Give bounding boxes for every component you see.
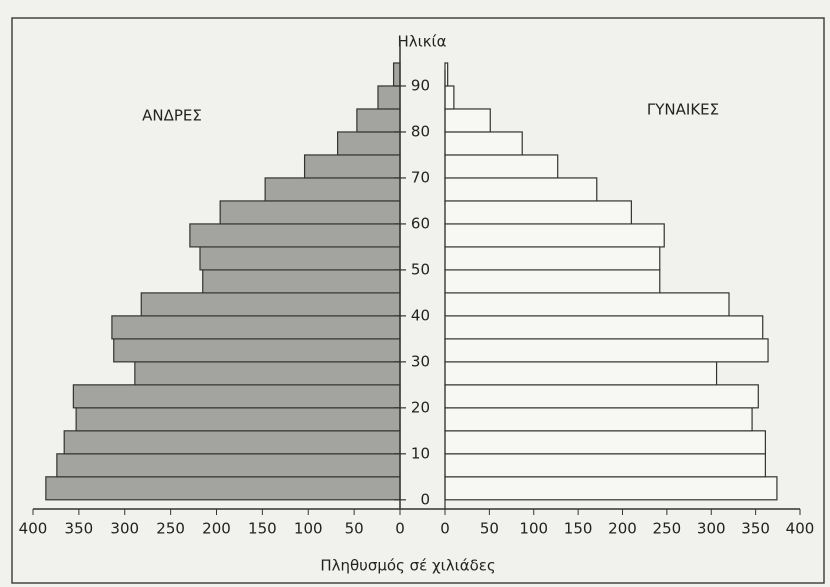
x-tick-label: 100 bbox=[294, 520, 323, 538]
x-tick-label: 300 bbox=[697, 520, 726, 538]
y-tick-label: 80 bbox=[411, 122, 430, 140]
bar bbox=[337, 131, 401, 156]
bar bbox=[444, 361, 718, 386]
y-tick-label: 10 bbox=[411, 444, 430, 462]
bar bbox=[356, 108, 401, 133]
bar bbox=[72, 384, 401, 409]
x-tick-label: 300 bbox=[110, 520, 139, 538]
bar bbox=[444, 338, 769, 363]
x-tick-label: 250 bbox=[156, 520, 185, 538]
bar bbox=[219, 200, 401, 225]
y-tick-label: 60 bbox=[411, 214, 430, 232]
x-tick-label: 50 bbox=[345, 520, 364, 538]
x-tick-label: 150 bbox=[564, 520, 593, 538]
bar bbox=[444, 430, 766, 455]
y-tick-label: 20 bbox=[411, 398, 430, 416]
bar bbox=[444, 200, 632, 225]
bar bbox=[444, 292, 730, 317]
bar bbox=[134, 361, 401, 386]
bar bbox=[444, 476, 778, 501]
x-tick-label: 50 bbox=[480, 520, 499, 538]
x-axis-title: Πληθυσμός σέ χιλιάδες bbox=[320, 557, 495, 575]
x-tick-label: 350 bbox=[65, 520, 94, 538]
bar bbox=[444, 315, 764, 340]
bar bbox=[377, 85, 401, 110]
bar bbox=[140, 292, 401, 317]
y-tick-label: 90 bbox=[411, 76, 430, 94]
bar bbox=[444, 223, 665, 248]
y-tick-label: 0 bbox=[420, 490, 430, 508]
y-tick-label: 40 bbox=[411, 306, 430, 324]
y-tick-label: 70 bbox=[411, 168, 430, 186]
bar bbox=[199, 246, 401, 271]
bar bbox=[63, 430, 401, 455]
bar bbox=[189, 223, 401, 248]
bar bbox=[75, 407, 401, 432]
x-tick-label: 200 bbox=[202, 520, 231, 538]
x-tick-label: 400 bbox=[786, 520, 815, 538]
series-label: ΓΥΝΑΙΚΕΣ bbox=[647, 101, 719, 119]
x-tick-label: 350 bbox=[741, 520, 770, 538]
axis-title: Ηλικία bbox=[397, 33, 446, 51]
bar bbox=[45, 476, 401, 501]
x-tick-label: 0 bbox=[440, 520, 450, 538]
bar bbox=[444, 85, 455, 110]
bar bbox=[392, 62, 401, 87]
x-tick-label: 0 bbox=[395, 520, 405, 538]
bar bbox=[444, 269, 661, 294]
x-tick-label: 400 bbox=[19, 520, 48, 538]
x-tick-label: 250 bbox=[653, 520, 682, 538]
bar bbox=[444, 154, 559, 179]
y-tick-label: 50 bbox=[411, 260, 430, 278]
bar bbox=[264, 177, 401, 202]
bar bbox=[56, 453, 401, 478]
x-tick-label: 100 bbox=[519, 520, 548, 538]
series-label: ΑΝΔΡΕΣ bbox=[142, 107, 202, 125]
y-tick-label: 30 bbox=[411, 352, 430, 370]
x-tick-label: 200 bbox=[608, 520, 637, 538]
bar bbox=[444, 108, 491, 133]
bar bbox=[113, 338, 401, 363]
bar bbox=[444, 453, 766, 478]
bar bbox=[444, 384, 759, 409]
x-tick-label: 150 bbox=[248, 520, 277, 538]
frame bbox=[11, 17, 825, 584]
bar bbox=[444, 177, 598, 202]
bar bbox=[444, 407, 753, 432]
bar bbox=[111, 315, 401, 340]
bar bbox=[202, 269, 401, 294]
bar bbox=[444, 131, 523, 156]
bar bbox=[444, 246, 661, 271]
bar bbox=[303, 154, 401, 179]
